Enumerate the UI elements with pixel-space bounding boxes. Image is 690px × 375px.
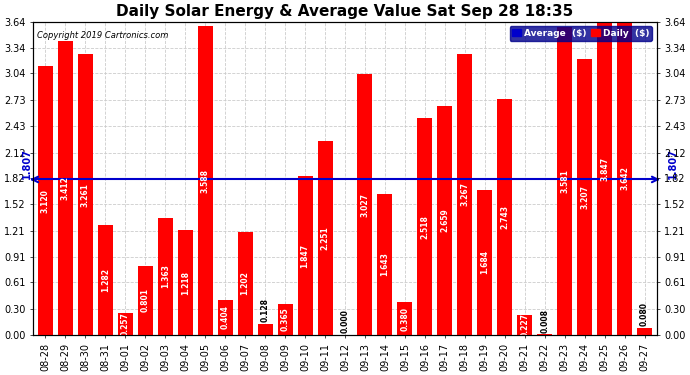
Bar bbox=[558, 27, 572, 335]
Bar bbox=[417, 118, 433, 335]
Text: 2.251: 2.251 bbox=[321, 226, 330, 250]
Bar bbox=[577, 59, 592, 335]
Text: 3.642: 3.642 bbox=[620, 166, 629, 190]
Text: 0.257: 0.257 bbox=[121, 312, 130, 336]
Bar bbox=[377, 194, 393, 335]
Bar bbox=[178, 230, 193, 335]
Bar bbox=[78, 54, 93, 335]
Text: 3.120: 3.120 bbox=[41, 189, 50, 213]
Bar bbox=[518, 315, 532, 335]
Text: 3.207: 3.207 bbox=[580, 185, 589, 209]
Bar bbox=[397, 302, 413, 335]
Bar bbox=[357, 75, 373, 335]
Text: 2.518: 2.518 bbox=[420, 214, 429, 238]
Text: 0.000: 0.000 bbox=[340, 309, 350, 333]
Bar bbox=[257, 324, 273, 335]
Bar bbox=[237, 231, 253, 335]
Bar bbox=[497, 99, 512, 335]
Text: 2.743: 2.743 bbox=[500, 205, 509, 229]
Text: 0.801: 0.801 bbox=[141, 288, 150, 312]
Text: 1.684: 1.684 bbox=[480, 251, 489, 274]
Bar bbox=[457, 54, 473, 335]
Text: 3.588: 3.588 bbox=[201, 169, 210, 193]
Text: 0.008: 0.008 bbox=[540, 309, 549, 333]
Text: 3.267: 3.267 bbox=[460, 182, 469, 206]
Bar bbox=[98, 225, 113, 335]
Text: 1.807: 1.807 bbox=[667, 148, 678, 180]
Text: 0.380: 0.380 bbox=[400, 307, 409, 331]
Text: 3.027: 3.027 bbox=[360, 193, 369, 217]
Text: 3.847: 3.847 bbox=[600, 158, 609, 182]
Legend: Average  ($), Daily  ($): Average ($), Daily ($) bbox=[510, 26, 652, 40]
Bar bbox=[477, 190, 492, 335]
Bar bbox=[277, 303, 293, 335]
Text: 0.128: 0.128 bbox=[261, 298, 270, 322]
Text: 1.282: 1.282 bbox=[101, 268, 110, 292]
Bar bbox=[637, 328, 652, 335]
Bar bbox=[437, 106, 453, 335]
Text: 1.847: 1.847 bbox=[301, 243, 310, 267]
Text: 1.643: 1.643 bbox=[380, 252, 389, 276]
Bar bbox=[118, 313, 132, 335]
Text: 3.581: 3.581 bbox=[560, 169, 569, 193]
Text: 0.227: 0.227 bbox=[520, 313, 529, 337]
Text: 0.404: 0.404 bbox=[221, 306, 230, 330]
Bar bbox=[317, 141, 333, 335]
Text: 3.261: 3.261 bbox=[81, 183, 90, 207]
Text: 0.365: 0.365 bbox=[281, 308, 290, 331]
Bar bbox=[138, 266, 152, 335]
Text: 0.080: 0.080 bbox=[640, 302, 649, 326]
Bar bbox=[597, 4, 612, 335]
Title: Daily Solar Energy & Average Value Sat Sep 28 18:35: Daily Solar Energy & Average Value Sat S… bbox=[117, 4, 573, 19]
Bar bbox=[217, 300, 233, 335]
Bar bbox=[617, 21, 632, 335]
Text: 1.807: 1.807 bbox=[23, 148, 32, 180]
Text: 1.202: 1.202 bbox=[241, 271, 250, 295]
Bar bbox=[158, 217, 172, 335]
Bar bbox=[538, 334, 552, 335]
Text: 1.363: 1.363 bbox=[161, 264, 170, 288]
Text: Copyright 2019 Cartronics.com: Copyright 2019 Cartronics.com bbox=[37, 31, 168, 40]
Bar bbox=[297, 176, 313, 335]
Text: 3.412: 3.412 bbox=[61, 176, 70, 200]
Bar bbox=[198, 26, 213, 335]
Text: 2.659: 2.659 bbox=[440, 209, 449, 232]
Text: 1.218: 1.218 bbox=[181, 270, 190, 294]
Bar bbox=[58, 41, 73, 335]
Bar bbox=[38, 66, 53, 335]
